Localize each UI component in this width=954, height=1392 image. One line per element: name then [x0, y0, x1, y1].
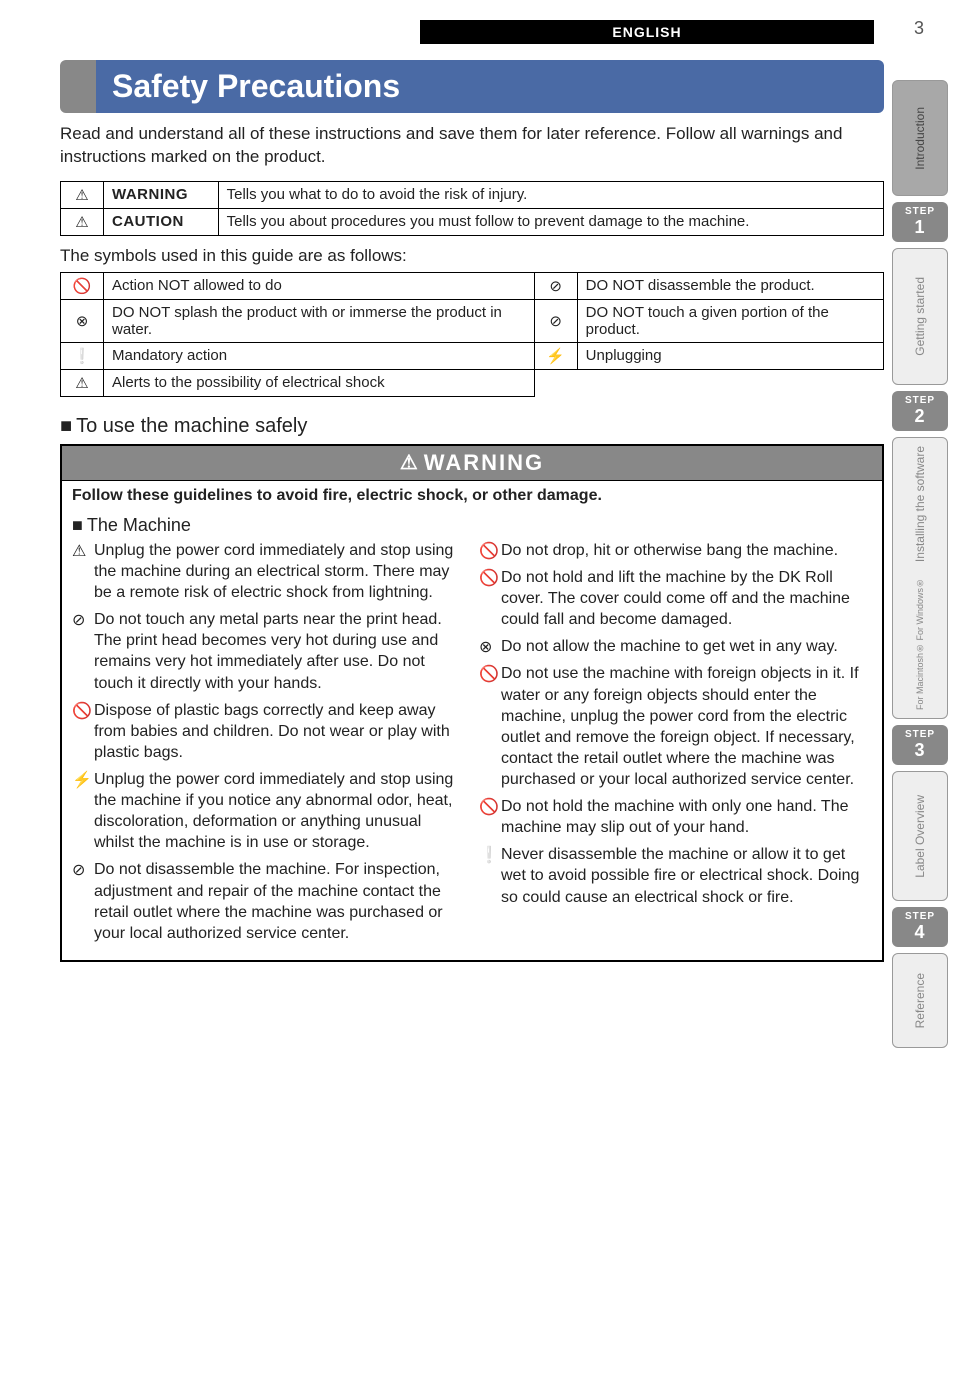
- symbol-icon: ⊘: [534, 272, 577, 299]
- nav-tab[interactable]: Introduction: [892, 80, 948, 196]
- right-list: 🚫Do not drop, hit or otherwise bang the …: [479, 540, 872, 908]
- nav-tab[interactable]: Label Overview: [892, 771, 948, 901]
- item-icon: ❕: [479, 845, 499, 866]
- item-icon: 🚫: [479, 797, 499, 818]
- warning-header-text: WARNING: [424, 450, 544, 475]
- item-icon: 🚫: [479, 541, 499, 562]
- warning-desc: Tells you what to do to avoid the risk o…: [218, 181, 883, 208]
- side-tabs: Introduction STEP1 Getting started STEP2 Ins…: [892, 80, 948, 1048]
- symbol-icon: ❕: [61, 342, 104, 369]
- left-list: ⚠ Unplug the power cord immediately and s…: [72, 540, 465, 944]
- symbol-icon: ⊘: [534, 299, 577, 342]
- symbol-text: DO NOT disassemble the product.: [577, 272, 883, 299]
- list-item: 🚫Do not hold and lift the machine by the…: [479, 567, 872, 630]
- warning-triangle-icon: ⚠: [61, 181, 104, 208]
- item-text: Do not use the machine with foreign obje…: [501, 665, 859, 788]
- item-icon: ⚠: [72, 541, 86, 562]
- list-item: 🚫Dispose of plastic bags correctly and k…: [72, 700, 465, 763]
- item-text: Never disassemble the machine or allow i…: [501, 846, 859, 905]
- symbol-text: DO NOT splash the product with or immers…: [104, 299, 535, 342]
- item-icon: ⊗: [479, 637, 492, 658]
- machine-heading: The Machine: [62, 511, 882, 536]
- item-text: Dispose of plastic bags correctly and ke…: [94, 702, 450, 761]
- list-item: ❕Never disassemble the machine or allow …: [479, 844, 872, 907]
- item-icon: 🚫: [72, 701, 92, 722]
- warning-label: WARNING: [104, 181, 219, 208]
- list-item: ⚡Unplug the power cord immediately and s…: [72, 769, 465, 853]
- item-icon: 🚫: [479, 664, 499, 685]
- nav-tab-label: Reference: [913, 965, 927, 1036]
- caution-desc: Tells you about procedures you must foll…: [218, 208, 883, 235]
- table-row: ⚠ WARNING Tells you what to do to avoid …: [61, 181, 884, 208]
- nav-tab[interactable]: Getting started: [892, 248, 948, 385]
- warning-box: ⚠WARNING Follow these guidelines to avoi…: [60, 444, 884, 962]
- safe-use-heading: To use the machine safely: [60, 415, 884, 438]
- table-row: ⚠Alerts to the possibility of electrical…: [61, 369, 884, 396]
- nav-tab-label: Introduction: [913, 99, 927, 178]
- symbol-text: Unplugging: [577, 342, 883, 369]
- step-tab: STEP3: [892, 725, 948, 765]
- item-icon: ⊘: [72, 610, 85, 631]
- step-tab: STEP4: [892, 907, 948, 947]
- warning-triangle-icon: ⚠: [400, 450, 420, 475]
- symbol-text: DO NOT touch a given portion of the prod…: [577, 299, 883, 342]
- item-text: Do not allow the machine to get wet in a…: [501, 638, 838, 655]
- list-item: 🚫Do not hold the machine with only one h…: [479, 796, 872, 838]
- caution-label: CAUTION: [104, 208, 219, 235]
- list-item: ⊘ Do not touch any metal parts near the p…: [72, 609, 465, 693]
- symbol-text: Action NOT allowed to do: [104, 272, 535, 299]
- item-icon: 🚫: [479, 568, 499, 589]
- nav-tab-label: Label Overview: [913, 787, 927, 886]
- list-item: 🚫Do not use the machine with foreign obj…: [479, 663, 872, 790]
- table-row: ❕Mandatory action⚡Unplugging: [61, 342, 884, 369]
- list-item: ⚠ Unplug the power cord immediately and s…: [72, 540, 465, 603]
- list-item: ⊗ Do not allow the machine to get wet in …: [479, 636, 872, 657]
- page-title: Safety Precautions: [96, 60, 884, 113]
- step-tab: STEP2: [892, 391, 948, 431]
- nav-tab-label: Installing the software: [913, 438, 927, 570]
- intro-text: Read and understand all of these instruc…: [60, 123, 884, 169]
- symbol-icon: ⚠: [61, 369, 104, 396]
- nav-tab[interactable]: Reference: [892, 953, 948, 1048]
- list-item: 🚫Do not drop, hit or otherwise bang the …: [479, 540, 872, 561]
- list-item: ⊘ Do not disassemble the machine. For ins…: [72, 859, 465, 943]
- table-row: 🚫Action NOT allowed to do⊘DO NOT disasse…: [61, 272, 884, 299]
- table-row: ⊗DO NOT splash the product with or immer…: [61, 299, 884, 342]
- page-number: 3: [914, 18, 924, 39]
- nav-tab-label: Getting started: [913, 269, 927, 364]
- title-bar: Safety Precautions: [60, 60, 884, 113]
- warning-triangle-icon: ⚠: [61, 208, 104, 235]
- step-tab: STEP1: [892, 202, 948, 242]
- item-text: Do not disassemble the machine. For insp…: [94, 861, 443, 941]
- item-text: Unplug the power cord immediately and st…: [94, 771, 453, 851]
- item-text: Unplug the power cord immediately and st…: [94, 542, 453, 601]
- nav-tab[interactable]: Installing the softwareFor Macintosh® Fo…: [892, 437, 948, 719]
- warning-guideline: Follow these guidelines to avoid fire, e…: [62, 480, 882, 511]
- symbol-icon: 🚫: [61, 272, 104, 299]
- item-text: Do not touch any metal parts near the pr…: [94, 611, 442, 691]
- symbol-text: Mandatory action: [104, 342, 535, 369]
- item-text: Do not hold the machine with only one ha…: [501, 798, 849, 836]
- symbol-text: Alerts to the possibility of electrical …: [104, 369, 535, 396]
- symbol-icon: ⊗: [61, 299, 104, 342]
- definition-table: ⚠ WARNING Tells you what to do to avoid …: [60, 181, 884, 236]
- item-icon: ⚡: [72, 770, 92, 791]
- symbols-table: 🚫Action NOT allowed to do⊘DO NOT disasse…: [60, 272, 884, 397]
- language-tab: ENGLISH: [420, 20, 874, 44]
- item-icon: ⊘: [72, 860, 85, 881]
- item-text: Do not hold and lift the machine by the …: [501, 569, 850, 628]
- item-text: Do not drop, hit or otherwise bang the m…: [501, 542, 838, 559]
- symbols-intro: The symbols used in this guide are as fo…: [60, 246, 884, 266]
- symbol-icon: ⚡: [534, 342, 577, 369]
- warning-header: ⚠WARNING: [62, 446, 882, 480]
- table-row: ⚠ CAUTION Tells you about procedures you…: [61, 208, 884, 235]
